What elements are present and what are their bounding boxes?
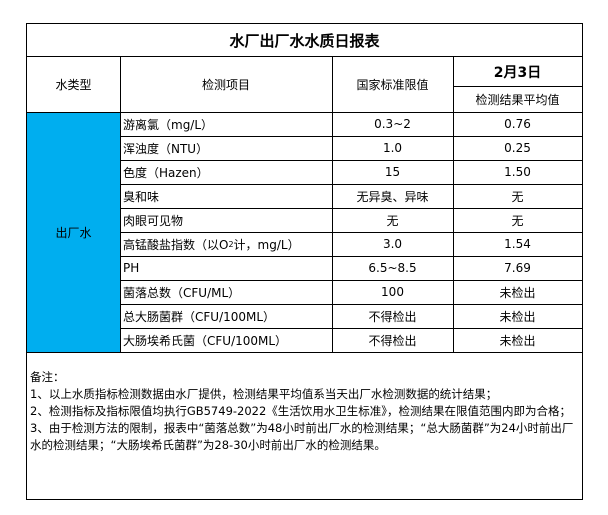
row-item: 臭和味: [123, 189, 160, 204]
row-item: 肉眼可见物: [123, 213, 184, 228]
row-item: PH: [123, 261, 140, 275]
row-limit: 无异臭、异味: [356, 189, 429, 204]
row-limit: 1.0: [382, 141, 403, 155]
row-item: 浑浊度（NTU）: [123, 141, 209, 156]
row-item: 大肠埃希氏菌（CFU/100ML）: [123, 333, 288, 348]
note-line: 3、由于检测方法的限制，报表中“菌落总数”为48小时前出厂水的检测结果；“总大肠…: [30, 421, 574, 452]
row-divider: [120, 232, 582, 233]
row-limit: 无: [386, 213, 399, 228]
water-quality-report: 水厂出厂水水质日报表 水类型 检测项目 国家标准限值 2月3日 检测结果平均值 …: [26, 23, 583, 500]
header-water-type: 水类型: [55, 78, 92, 92]
row-limit: 100: [381, 285, 404, 299]
row-result: 1.54: [504, 237, 531, 251]
report-title: 水厂出厂水水质日报表: [27, 24, 582, 57]
header-result: 检测结果平均值: [475, 92, 560, 107]
divider: [332, 57, 333, 352]
row-result: 0.25: [504, 141, 531, 155]
row-divider: [120, 184, 582, 185]
row-limit: 0.3~2: [374, 117, 411, 131]
divider: [453, 86, 582, 87]
row-result: 未检出: [499, 309, 536, 324]
header-limit: 国家标准限值: [356, 78, 429, 92]
notes-heading: 备注：: [30, 370, 65, 384]
water-type-cell: 出厂水: [27, 112, 120, 352]
row-item: 色度（Hazen）: [123, 165, 209, 180]
row-limit: 3.0: [382, 237, 403, 251]
row-divider: [120, 328, 582, 329]
divider: [120, 57, 121, 352]
divider: [27, 352, 582, 353]
row-divider: [120, 304, 582, 305]
row-result: 7.69: [504, 261, 531, 275]
note-line: 1、以上水质指标检测数据由水厂提供，检测结果平均值系当天出厂水检测数据的统计结果…: [30, 387, 498, 401]
item-text: 高锰酸盐指数（以O: [123, 237, 229, 252]
row-limit: 不得检出: [368, 333, 417, 348]
row-limit: 不得检出: [368, 309, 417, 324]
row-divider: [120, 280, 582, 281]
row-divider: [120, 208, 582, 209]
note-line: 2、检测指标及指标限值均执行GB5749-2022《生活饮用水卫生标准》，检测结…: [30, 404, 572, 418]
header-item: 检测项目: [201, 78, 250, 92]
row-limit: 15: [384, 165, 401, 179]
row-item: 高锰酸盐指数（以O 2 计，mg/L）: [120, 232, 332, 256]
notes: 备注： 1、以上水质指标检测数据由水厂提供，检测结果平均值系当天出厂水检测数据的…: [30, 369, 580, 454]
row-result: 0.76: [504, 117, 531, 131]
header-date: 2月3日: [493, 64, 542, 81]
row-divider: [120, 256, 582, 257]
item-text: 计，mg/L）: [233, 237, 300, 252]
row-divider: [120, 160, 582, 161]
item-subscript: 2: [228, 239, 234, 249]
divider: [27, 112, 582, 113]
row-item: 游离氯（mg/L）: [123, 117, 214, 132]
row-limit: 6.5~8.5: [368, 261, 417, 275]
row-divider: [120, 136, 582, 137]
divider: [453, 57, 454, 352]
row-result: 无: [511, 189, 524, 204]
row-result: 未检出: [499, 285, 536, 300]
row-result: 未检出: [499, 333, 536, 348]
row-item: 总大肠菌群（CFU/100ML）: [123, 309, 276, 324]
row-item: 菌落总数（CFU/ML）: [123, 285, 241, 300]
row-result: 无: [511, 213, 524, 228]
row-result: 1.50: [504, 165, 531, 179]
